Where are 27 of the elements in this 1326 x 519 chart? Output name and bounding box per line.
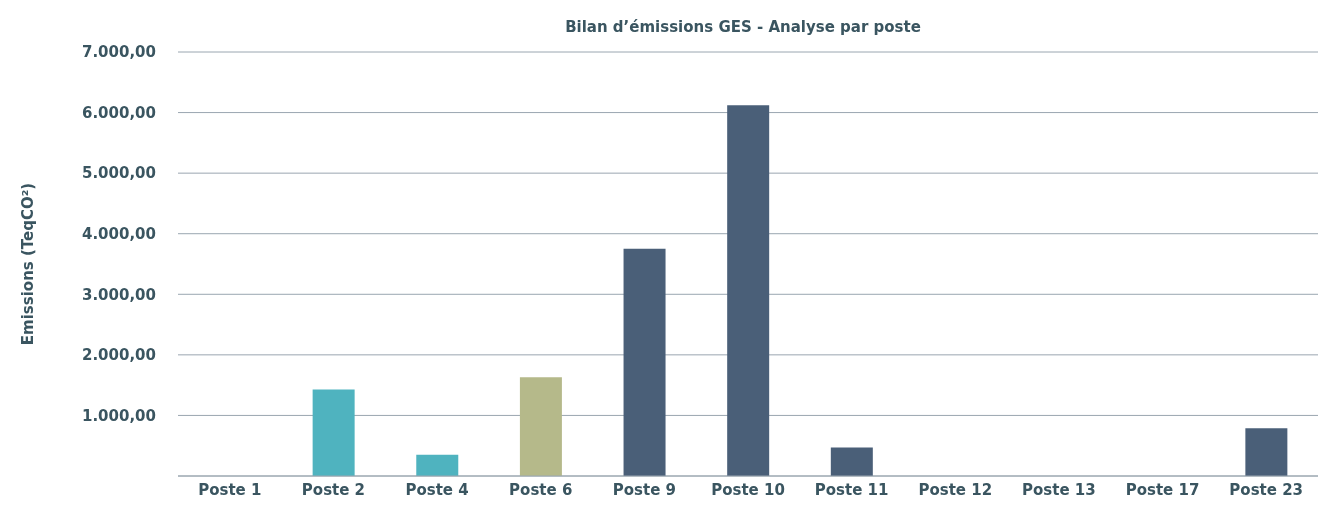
- x-tick-label: Poste 10: [711, 480, 785, 499]
- x-tick-label: Poste 2: [301, 480, 366, 499]
- y-tick-label: 7.000,00: [81, 43, 156, 62]
- y-tick-label: 6.000,00: [81, 103, 156, 122]
- y-tick-label: 2.000,00: [81, 346, 156, 365]
- x-tick-label: Poste 17: [1125, 480, 1200, 499]
- chart-title: Bilan d’émissions GES - Analyse par poste: [564, 17, 922, 36]
- y-tick-label: 1.000,00: [81, 406, 156, 425]
- x-tick-label: Poste 4: [405, 480, 469, 499]
- x-tick-label: Poste 11: [814, 480, 889, 499]
- y-tick-label: 3.000,00: [81, 285, 156, 304]
- bar: [623, 248, 666, 476]
- bar: [830, 447, 873, 476]
- x-tick-label: Poste 23: [1229, 480, 1304, 499]
- bar: [312, 389, 355, 476]
- bar: [1245, 428, 1288, 476]
- y-axis-title: Emissions (TeqCO²): [19, 182, 38, 346]
- bar: [727, 105, 770, 476]
- bar: [519, 377, 562, 476]
- y-tick-label: 4.000,00: [81, 225, 156, 244]
- x-tick-label: Poste 9: [612, 480, 676, 499]
- x-tick-label: Poste 12: [918, 480, 993, 499]
- x-tick-label: Poste 1: [198, 480, 262, 499]
- x-tick-label: Poste 6: [509, 480, 573, 499]
- bar: [416, 454, 459, 476]
- y-tick-label: 5.000,00: [81, 164, 156, 183]
- x-tick-label: Poste 13: [1022, 480, 1096, 499]
